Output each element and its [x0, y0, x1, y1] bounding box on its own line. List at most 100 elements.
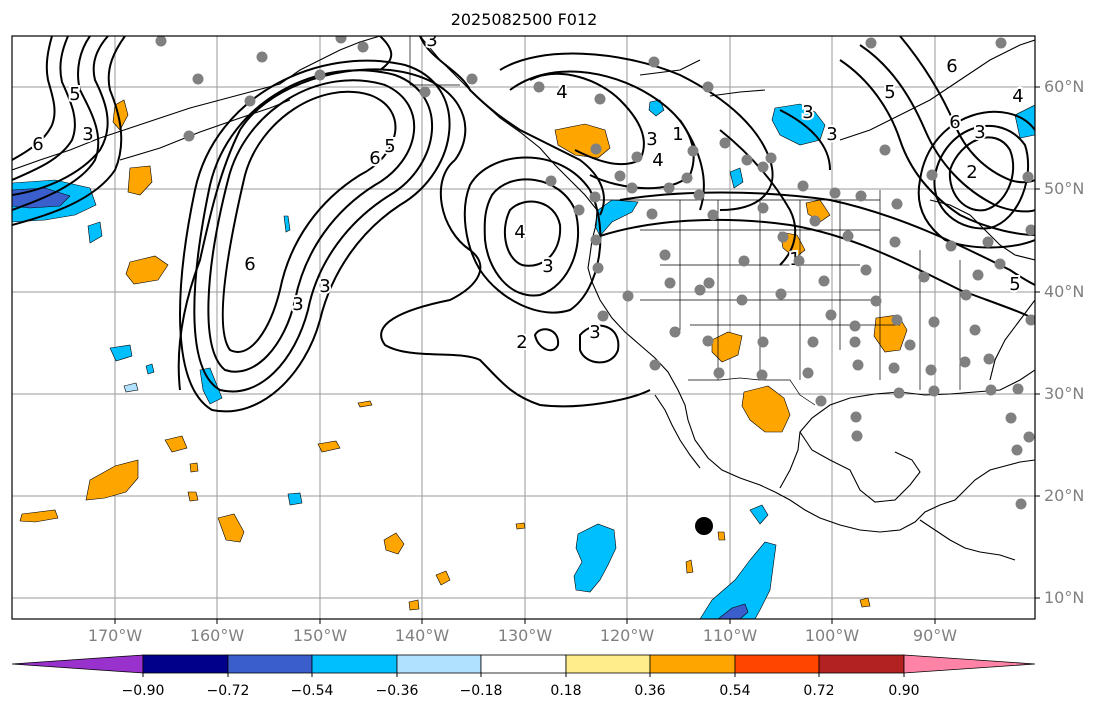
- contour-label: 6: [369, 148, 380, 169]
- orange-blob: [125, 255, 169, 285]
- colorbar-extend-low: [11, 654, 144, 674]
- contour-label: 3: [826, 124, 837, 145]
- colorbar-segment: [480, 654, 567, 674]
- contour-label: 6: [32, 134, 43, 155]
- contour-label: 3: [426, 30, 437, 51]
- colorbar-tick-label: −0.90: [121, 683, 165, 699]
- contour-label: 2: [966, 162, 977, 183]
- contour-label: 3: [974, 122, 985, 143]
- orange-blob: [127, 165, 153, 196]
- colorbar-tick-label: −0.72: [206, 683, 250, 699]
- lon-label-100w: 100°W: [804, 626, 860, 645]
- storm-marker: [695, 517, 713, 535]
- contour-label: 1: [672, 124, 683, 145]
- contour-label: 3: [589, 322, 600, 343]
- lon-label-160w: 160°W: [189, 626, 245, 645]
- orange-blob: [435, 570, 451, 586]
- contour-label-group: 6 5 3 6 5 6 3 3 4 3 2 3 4 3 4 3 1 5 6 6 …: [30, 30, 1025, 355]
- colorbar-extend-high: [903, 654, 1036, 674]
- blue-blob: [199, 367, 223, 405]
- contour-label: 3: [542, 256, 553, 277]
- orange-blob: [164, 435, 188, 453]
- blue-blob: [123, 382, 139, 393]
- colorbar-segment: [311, 654, 398, 674]
- contour-label: 3: [319, 276, 330, 297]
- colorbar-tick-label: 0.72: [803, 683, 835, 699]
- contour-label: 6: [244, 254, 255, 275]
- colorbar-tick-label: 0.54: [719, 683, 751, 699]
- blue-blob: [1014, 104, 1035, 139]
- orange-blob: [317, 440, 341, 453]
- blue-blob: [287, 492, 303, 506]
- lon-ticks: [114, 619, 936, 624]
- contour-label: 5: [69, 84, 80, 105]
- orange-blob: [717, 531, 726, 541]
- lon-label-170w: 170°W: [87, 626, 143, 645]
- map-frame: [11, 35, 1036, 620]
- colorbar-tick-label: −0.54: [290, 683, 334, 699]
- colorbar-segment: [734, 654, 820, 674]
- map-title: 2025082500 F012: [450, 10, 598, 29]
- colorbar-segment: [565, 654, 651, 674]
- orange-blob: [711, 331, 743, 363]
- contour-label: 3: [802, 102, 813, 123]
- contour-label: 6: [949, 112, 960, 133]
- blue-blob: [749, 504, 769, 525]
- colorbar-segment: [649, 654, 736, 674]
- contour-label: 4: [556, 82, 567, 103]
- contour-label: 4: [514, 222, 525, 243]
- orange-blob: [383, 532, 405, 555]
- colorbar: [11, 654, 1036, 674]
- lat-label-20n: 20°N: [1044, 486, 1085, 505]
- orange-blob: [859, 597, 871, 608]
- contour-label: 3: [292, 294, 303, 315]
- colorbar-segment: [227, 654, 313, 674]
- lon-label-140w: 140°W: [394, 626, 450, 645]
- contour-label: 4: [652, 150, 663, 171]
- orange-blob: [685, 559, 694, 574]
- orange-blob: [357, 400, 373, 408]
- colorbar-segment: [142, 654, 229, 674]
- colorbar-segment: [818, 654, 905, 674]
- blue-blob: [145, 363, 155, 375]
- blue-blob: [283, 215, 291, 233]
- lon-label-110w: 110°W: [702, 626, 758, 645]
- filled-anomalies: [12, 99, 1035, 619]
- coastlines: [12, 36, 1035, 561]
- blue-blob: [699, 541, 777, 619]
- colorbar-segment: [396, 654, 482, 674]
- contour-label: 4: [1012, 86, 1023, 107]
- colorbar-tick-label: 0.18: [550, 683, 582, 699]
- lat-label-40n: 40°N: [1044, 282, 1085, 301]
- colorbar-tick-label: −0.36: [375, 683, 419, 699]
- colorbar-ticks: [142, 673, 905, 677]
- lat-label-60n: 60°N: [1044, 77, 1085, 96]
- orange-blob: [515, 522, 526, 530]
- lon-label-150w: 150°W: [292, 626, 348, 645]
- orange-blob: [217, 513, 245, 543]
- blue-blob: [87, 221, 103, 244]
- blue-blob: [717, 603, 749, 619]
- colorbar-tick-label: 0.36: [634, 683, 666, 699]
- contour-label: 5: [1009, 274, 1020, 295]
- lat-ticks: [1035, 86, 1040, 599]
- blue-blob: [573, 523, 617, 593]
- lon-label-130w: 130°W: [497, 626, 553, 645]
- contour-label: 3: [82, 124, 93, 145]
- lat-label-50n: 50°N: [1044, 179, 1085, 198]
- orange-blob: [85, 459, 139, 501]
- contour-label: 3: [646, 129, 657, 150]
- gridlines: [12, 36, 1035, 619]
- colorbar-tick-label: −0.18: [459, 683, 503, 699]
- lat-label-10n: 10°N: [1044, 588, 1085, 607]
- orange-blob: [19, 509, 59, 523]
- orange-blob: [189, 462, 199, 473]
- orange-blob: [187, 491, 199, 502]
- station-markers: [155, 36, 1035, 510]
- contour-lines: [12, 36, 1035, 413]
- lon-label-120w: 120°W: [599, 626, 655, 645]
- orange-blob: [741, 385, 791, 433]
- blue-blob: [729, 167, 744, 189]
- contour-label: 5: [384, 136, 395, 157]
